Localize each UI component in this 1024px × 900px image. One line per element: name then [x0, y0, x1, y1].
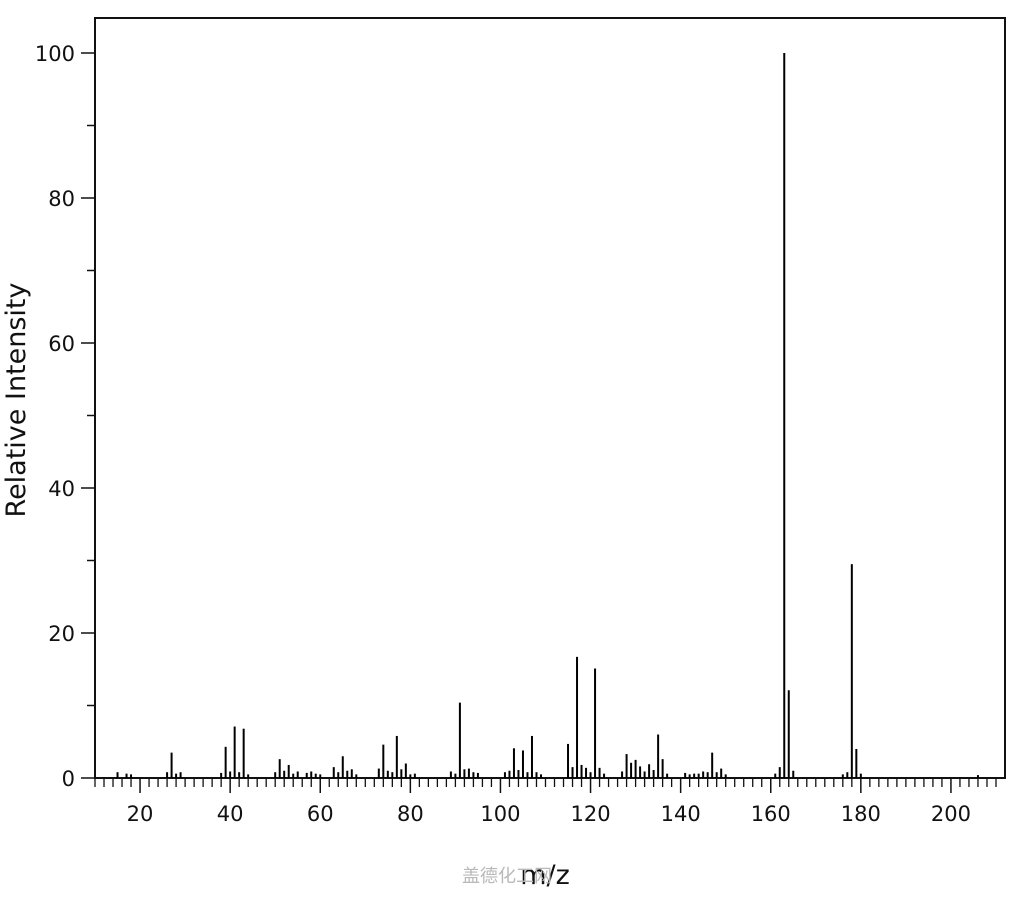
y-axis-title: Relative Intensity: [1, 282, 32, 517]
x-tick-label: 40: [217, 802, 244, 826]
x-tick-label: 120: [570, 802, 610, 826]
x-tick-label: 60: [307, 802, 334, 826]
x-tick-label: 20: [127, 802, 154, 826]
peak-series: [116, 53, 979, 778]
x-tick-label: 80: [397, 802, 424, 826]
x-axis-ticks: 20 40 60 80 100 120 140 160 180 200: [127, 778, 971, 826]
plot-frame: [94, 17, 1006, 779]
y-axis-ticks: 0 20 40 60 80 100: [35, 42, 95, 791]
x-tick-label: 160: [751, 802, 791, 826]
x-minor-ticks: [94, 778, 997, 787]
y-tick-label: 40: [48, 477, 75, 501]
y-tick-label: 100: [35, 42, 75, 66]
x-tick-label: 140: [661, 802, 701, 826]
watermark-text: 盖德化工网: [462, 866, 552, 887]
x-tick-label: 200: [931, 802, 971, 826]
x-tick-label: 100: [480, 802, 520, 826]
y-tick-label: 60: [48, 332, 75, 356]
y-tick-label: 80: [48, 187, 75, 211]
y-tick-label: 20: [48, 622, 75, 646]
x-tick-label: 180: [841, 802, 881, 826]
y-tick-label: 0: [62, 767, 75, 791]
x-axis-title: m/z: [520, 860, 570, 891]
